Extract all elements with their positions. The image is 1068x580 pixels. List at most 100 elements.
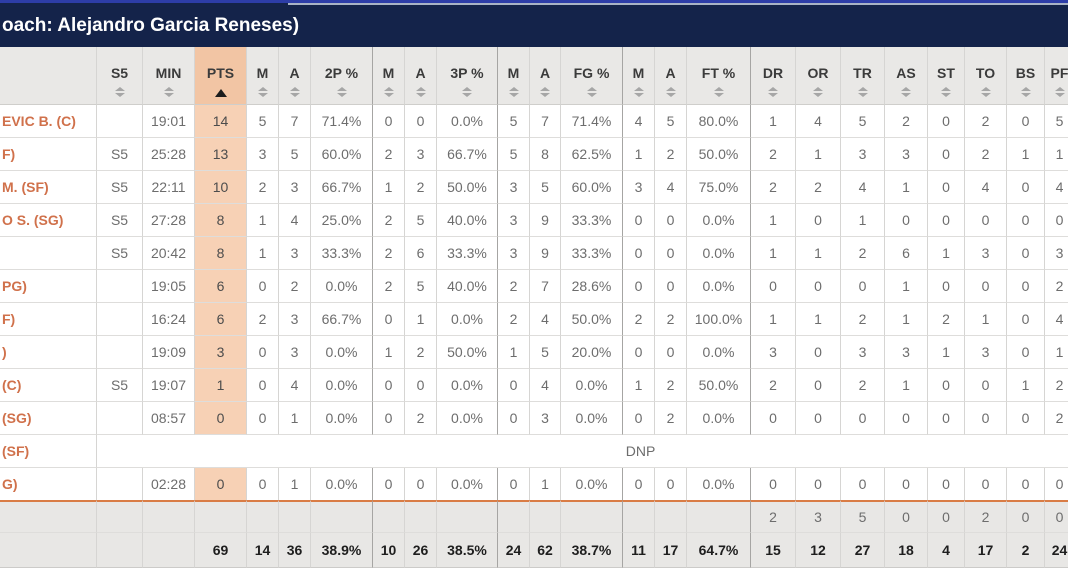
column-header-dr[interactable]: DR [750,47,795,105]
cell-3pm: 2 [372,270,404,303]
cell-3pm: 0 [372,468,404,500]
cell-2pa: 1 [278,468,310,500]
cell-tr: 4 [840,171,884,204]
cell-to: 1 [964,303,1006,336]
totals-row: 69 14 36 38.9% 10 26 38.5% 24 62 38.7% 11 17 64.7% 15… [0,533,1068,568]
cell-min: 16:24 [142,303,194,336]
cell-3pa: 2 [404,402,436,435]
cell-2pa: 4 [278,204,310,237]
player-row: F) 16:24 6 2 3 66.7% 0 1 0.0% 2 4 50.0% 2 2 100.0% 1 1 2 1… [0,303,1068,336]
cell-dr: 1 [750,204,795,237]
column-header-tr[interactable]: TR [840,47,884,105]
team-cell-dr: 2 [750,500,795,533]
cell-fga: 9 [529,237,560,270]
column-header-fga[interactable]: A [529,47,560,105]
table-body: EVIC B. (C) 19:01 14 5 7 71.4% 0 0 0.0% 5 7 71.4% 4 5… [0,105,1068,568]
cell-2pm: 2 [246,303,278,336]
cell-pts: 10 [194,171,246,204]
column-header-s5[interactable]: S5 [96,47,142,105]
top-accent-line [0,0,1068,3]
column-header-as[interactable]: AS [884,47,927,105]
cell-as: 6 [884,237,927,270]
cell-3pm: 0 [372,105,404,138]
cell-as: 2 [884,105,927,138]
cell-player-name: (SF) [0,435,96,468]
column-header-to[interactable]: TO [964,47,1006,105]
cell-tr: 0 [840,270,884,303]
title-bar: oach: Alejandro Garcia Reneses) [0,0,1068,47]
cell-fgpct: 33.3% [560,237,622,270]
cell-s5: S5 [96,138,142,171]
cell-pts: 0 [194,402,246,435]
cell-fta: 0 [654,468,686,500]
column-header-or[interactable]: OR [795,47,840,105]
total-3pa: 26 [404,533,436,568]
player-row: EVIC B. (C) 19:01 14 5 7 71.4% 0 0 0.0% 5 7 71.4% 4 5… [0,105,1068,138]
sort-icon [665,87,677,97]
cell-min: 19:01 [142,105,194,138]
sort-icon [539,87,551,97]
column-header-fta[interactable]: A [654,47,686,105]
cell-to: 0 [964,468,1006,500]
column-header-fgpct[interactable]: FG % [560,47,622,105]
cell-2pa: 3 [278,237,310,270]
cell-st: 0 [927,369,964,402]
total-st: 4 [927,533,964,568]
total-ftm: 11 [622,533,654,568]
cell-2ppct: 60.0% [310,138,372,171]
cell-dr: 0 [750,270,795,303]
team-cell-2ppct [310,500,372,533]
cell-min: 22:11 [142,171,194,204]
cell-player-name: EVIC B. (C) [0,105,96,138]
column-header-pts[interactable]: PTS [194,47,246,105]
cell-st: 1 [927,237,964,270]
cell-2ppct: 0.0% [310,402,372,435]
cell-dr: 1 [750,237,795,270]
player-row: M. (SF) S5 22:11 10 2 3 66.7% 1 2 50.0% 3 5 60.0% 3 4 7… [0,171,1068,204]
cell-ftm: 1 [622,138,654,171]
column-header-bs[interactable]: BS [1006,47,1044,105]
column-label-st: ST [937,65,955,81]
cell-ftpct: 80.0% [686,105,750,138]
team-cell-pts [194,500,246,533]
cell-2ppct: 71.4% [310,105,372,138]
cell-or: 0 [795,468,840,500]
cell-2ppct: 0.0% [310,468,372,500]
cell-3ppct: 50.0% [436,171,497,204]
cell-fga: 3 [529,402,560,435]
box-score-table: S5 MIN PTS M A 2P % M A 3P % M A FG % M A FT % DR OR TR AS… [0,47,1068,568]
column-header-2pa[interactable]: A [278,47,310,105]
cell-pts: 14 [194,105,246,138]
cell-or: 4 [795,105,840,138]
cell-to: 2 [964,138,1006,171]
column-header-pf[interactable]: PF [1044,47,1068,105]
cell-st: 0 [927,468,964,500]
cell-pf: 2 [1044,402,1068,435]
column-label-pts: PTS [206,65,235,81]
total-3ppct: 38.5% [436,533,497,568]
cell-fta: 0 [654,237,686,270]
cell-min: 19:07 [142,369,194,402]
team-cell-2pm [246,500,278,533]
sort-icon [633,87,645,97]
cell-ftm: 3 [622,171,654,204]
cell-3pm: 2 [372,138,404,171]
column-header-3pa[interactable]: A [404,47,436,105]
column-header-ftm[interactable]: M [622,47,654,105]
cell-2pa: 2 [278,270,310,303]
team-cell-3pa [404,500,436,533]
cell-3pa: 1 [404,303,436,336]
column-header-2ppct[interactable]: 2P % [310,47,372,105]
column-header-fgm[interactable]: M [497,47,529,105]
column-header-min[interactable]: MIN [142,47,194,105]
column-header-3pm[interactable]: M [372,47,404,105]
cell-fgpct: 20.0% [560,336,622,369]
cell-fta: 2 [654,369,686,402]
column-header-3ppct[interactable]: 3P % [436,47,497,105]
column-header-st[interactable]: ST [927,47,964,105]
total-3pm: 10 [372,533,404,568]
column-label-3pa: A [415,65,426,81]
cell-dr: 2 [750,171,795,204]
column-header-2pm[interactable]: M [246,47,278,105]
column-header-ftpct[interactable]: FT % [686,47,750,105]
